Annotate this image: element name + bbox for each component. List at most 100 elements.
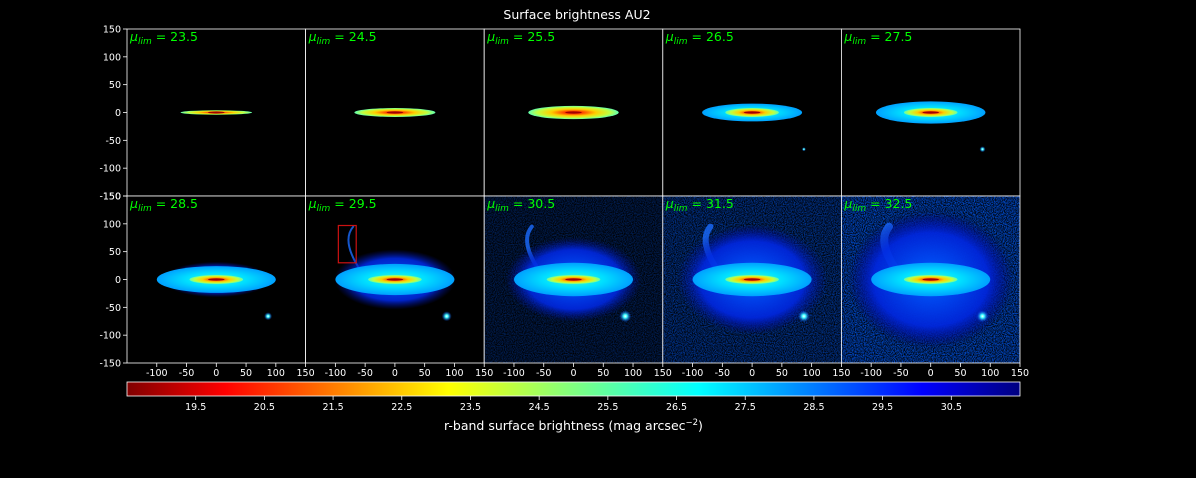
panel-29.5: μlim = 29.5 -100 -50 0 50 100 150 <box>305 195 493 379</box>
x-tick-label: 50 <box>240 368 252 379</box>
x-tick-label: 100 <box>981 368 999 379</box>
y-tick-label: 0 <box>115 275 121 286</box>
x-tick-label: -100 <box>860 368 882 379</box>
satellite <box>264 312 273 321</box>
panel-32.5: μlim = 32.5 -100 -50 0 50 100 150 <box>841 195 1029 379</box>
x-tick-label: 0 <box>570 368 576 379</box>
satellite <box>979 146 986 153</box>
galaxy-image <box>484 196 663 363</box>
y-tick-label: -50 <box>105 303 121 314</box>
nucleus <box>743 278 761 281</box>
satellite <box>797 310 810 323</box>
x-tick-label: 150 <box>1011 368 1029 379</box>
x-tick-label: -100 <box>325 368 347 379</box>
y-tick-label: 150 <box>103 192 121 203</box>
x-tick-label: 0 <box>928 368 934 379</box>
panel-27.5: μlim = 27.5 <box>841 28 1021 197</box>
x-tick-label: 150 <box>832 368 850 379</box>
colorbar-tick-label: 19.5 <box>185 402 206 413</box>
colorbar-tick-label: 29.5 <box>872 402 893 413</box>
panel-28.5: μlim = 28.5 150 100 50 0 -50 -100 -150 -100 -50 0 5… <box>99 192 314 380</box>
satellite <box>801 147 806 152</box>
x-tick-label: 0 <box>749 368 755 379</box>
x-tick-label: 50 <box>954 368 966 379</box>
x-tick-label: 0 <box>213 368 219 379</box>
colorbar-tick-label: 20.5 <box>254 402 275 413</box>
y-tick-label: -50 <box>105 136 121 147</box>
panel-30.5: μlim = 30.5 -100 -50 0 50 100 150 <box>483 195 672 379</box>
x-tick-label: -50 <box>893 368 909 379</box>
nucleus <box>922 278 940 281</box>
y-tick-label: 0 <box>115 108 121 119</box>
panel-label: μlim = 30.5 <box>486 196 555 214</box>
nucleus <box>207 111 225 114</box>
satellite <box>441 311 452 322</box>
nucleus <box>743 111 761 114</box>
galaxy-image <box>156 261 276 321</box>
x-tick-label: 100 <box>445 368 463 379</box>
x-tick-label: 100 <box>624 368 642 379</box>
nucleus <box>565 111 582 114</box>
galaxy-image <box>875 101 986 153</box>
panel-31.5: μlim = 31.5 -100 -50 0 50 100 150 <box>662 195 850 379</box>
colorbar-tick-label: 21.5 <box>322 402 343 413</box>
y-tick-label: -150 <box>99 192 121 203</box>
satellite <box>619 310 632 323</box>
x-tick-label: -50 <box>357 368 373 379</box>
colorbar-tick-label: 25.5 <box>597 402 618 413</box>
panel-label: μlim = 23.5 <box>129 29 198 47</box>
x-tick-label: -50 <box>715 368 731 379</box>
panel-label: μlim = 24.5 <box>308 29 377 47</box>
colorbar-tick-label: 30.5 <box>941 402 962 413</box>
nucleus <box>207 278 225 281</box>
y-tick-label: 50 <box>109 247 121 258</box>
panel-25.5: μlim = 25.5 <box>483 28 664 197</box>
y-tick-label: -100 <box>99 164 121 175</box>
x-tick-label: 150 <box>297 368 315 379</box>
colorbar-tick-label: 22.5 <box>391 402 412 413</box>
galaxy-image <box>841 196 1020 363</box>
panel-label: μlim = 25.5 <box>486 29 555 47</box>
x-tick-label: 150 <box>475 368 493 379</box>
galaxy-image <box>334 225 456 322</box>
x-tick-label: 150 <box>654 368 672 379</box>
panel-label: μlim = 28.5 <box>129 196 198 214</box>
y-tick-label: 50 <box>109 80 121 91</box>
colorbar-tick-label: 27.5 <box>735 402 756 413</box>
x-tick-label: -100 <box>682 368 704 379</box>
nucleus <box>386 111 404 114</box>
y-tick-label: -150 <box>99 359 121 370</box>
y-tick-label: 150 <box>103 25 121 36</box>
colorbar-tick-label: 24.5 <box>529 402 550 413</box>
nucleus <box>386 278 404 281</box>
galaxy-image <box>180 110 253 115</box>
galaxy-image <box>702 103 806 152</box>
nucleus <box>922 111 940 114</box>
nucleus <box>565 278 582 281</box>
x-tick-label: -50 <box>179 368 195 379</box>
x-tick-label: -100 <box>503 368 525 379</box>
x-tick-label: -50 <box>536 368 552 379</box>
galaxy-image <box>662 196 842 363</box>
y-tick-label: 100 <box>103 219 121 230</box>
x-tick-label: 50 <box>597 368 609 379</box>
panel-26.5: μlim = 26.5 <box>662 28 842 197</box>
panel-24.5: μlim = 24.5 <box>305 28 485 197</box>
colorbar-tick-label: 28.5 <box>803 402 824 413</box>
colorbar-label: r-band surface brightness (mag arcsec−2) <box>444 418 703 433</box>
colorbar-tick-label: 26.5 <box>666 402 687 413</box>
x-tick-label: 100 <box>803 368 821 379</box>
x-tick-label: -100 <box>146 368 168 379</box>
satellite <box>976 310 989 323</box>
highlight-box <box>337 224 357 264</box>
panel-label: μlim = 27.5 <box>843 29 912 47</box>
y-tick-label: 100 <box>103 52 121 63</box>
x-tick-label: 100 <box>267 368 285 379</box>
x-tick-label: 0 <box>392 368 398 379</box>
panel-label: μlim = 31.5 <box>665 196 734 214</box>
panel-23.5: μlim = 23.5 150 100 50 0 -50 -100 -150 <box>99 25 307 203</box>
colorbar-tick-label: 23.5 <box>460 402 481 413</box>
chart-title: Surface brightness AU2 <box>503 7 650 22</box>
panel-label: μlim = 26.5 <box>665 29 734 47</box>
